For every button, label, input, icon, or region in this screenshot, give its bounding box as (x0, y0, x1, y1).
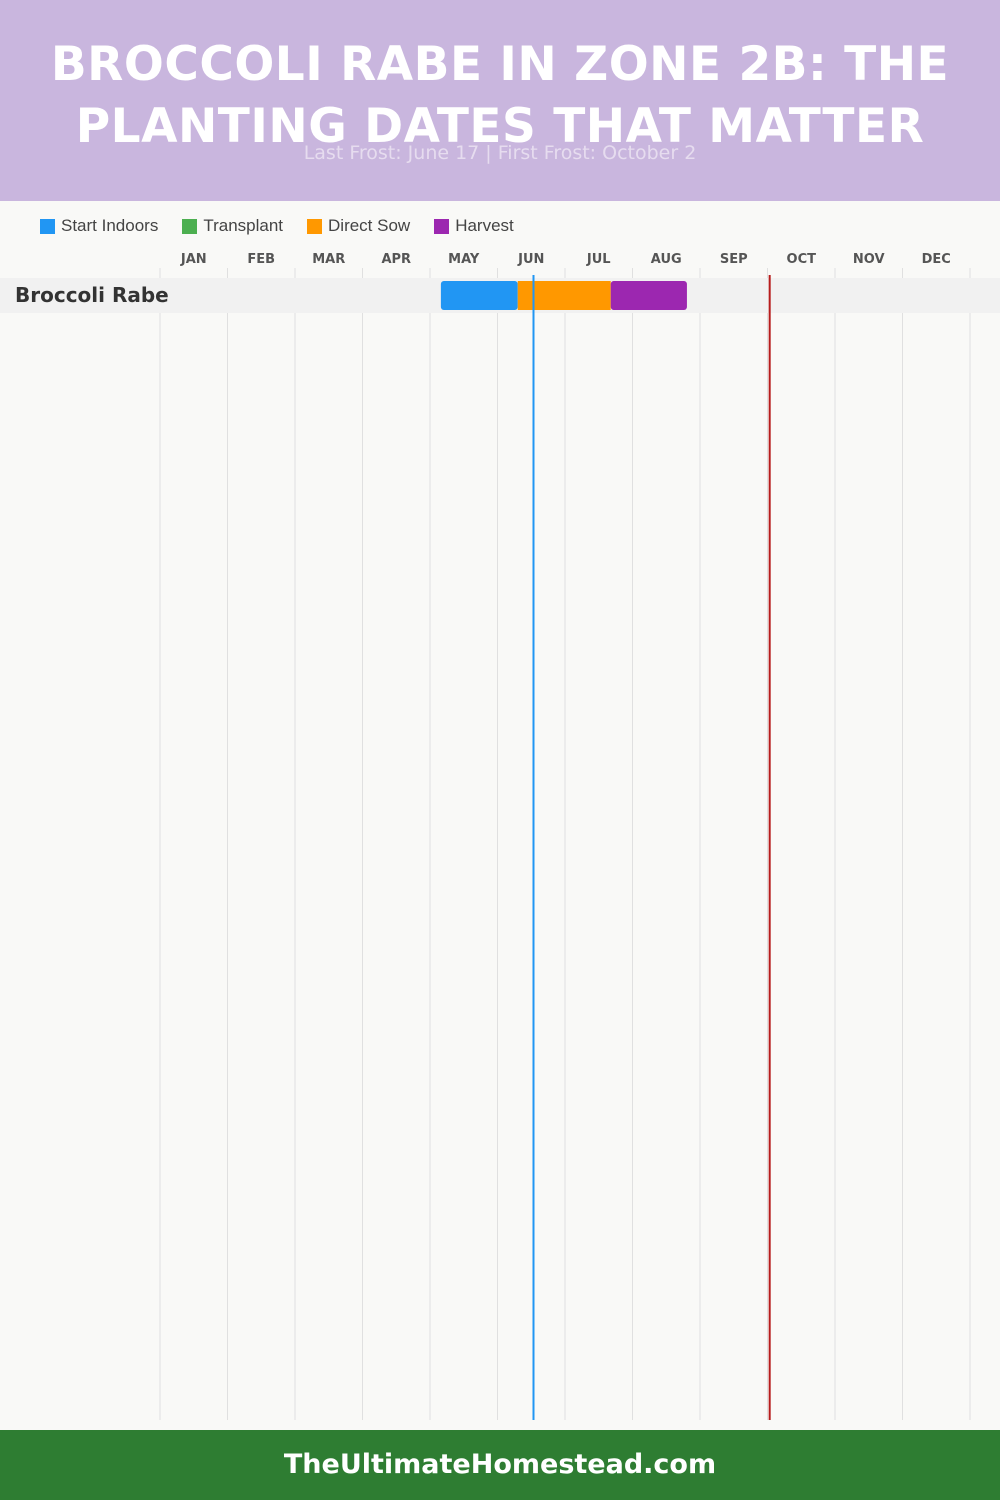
site-url[interactable]: TheUltimateHomestead.com (283, 1449, 717, 1480)
legend-item-harvest: Harvest (434, 216, 514, 236)
legend-item-direct-sow: Direct Sow (307, 216, 410, 236)
phase-bar-harvest (610, 281, 687, 310)
legend-label: Start Indoors (61, 216, 159, 235)
month-label: DEC (922, 252, 951, 267)
month-label: NOV (853, 252, 885, 267)
month-label: JAN (180, 252, 207, 267)
phase-bar-direct-sow (517, 281, 611, 310)
month-label: OCT (787, 252, 817, 267)
legend-label: Transplant (203, 216, 284, 235)
legend-swatch (40, 218, 55, 234)
month-label: JUL (586, 252, 611, 267)
month-label: APR (381, 252, 411, 267)
month-label: FEB (247, 252, 275, 267)
legend-label: Harvest (455, 216, 514, 235)
footer-banner: TheUltimateHomestead.com (0, 1430, 1000, 1500)
month-label: MAY (448, 252, 480, 267)
month-label: AUG (651, 252, 682, 267)
header-banner: BROCCOLI RABE IN ZONE 2B: THE PLANTING D… (0, 0, 1000, 201)
chart-legend: Start Indoors Transplant Direct Sow Harv… (40, 214, 538, 238)
phase-bar-start-indoors (440, 281, 518, 310)
legend-label: Direct Sow (328, 216, 411, 235)
legend-swatch (307, 218, 323, 234)
legend-item-transplant: Transplant (182, 216, 283, 236)
frost-dates-subtitle: Last Frost: June 17 | First Frost: Octob… (303, 142, 697, 164)
month-label: MAR (312, 252, 345, 267)
month-label: SEP (720, 252, 748, 267)
crop-label: Broccoli Rabe (15, 283, 169, 307)
page-title: BROCCOLI RABE IN ZONE 2B: THE PLANTING D… (50, 37, 950, 154)
legend-swatch (434, 218, 450, 234)
legend-swatch (182, 218, 198, 234)
planting-calendar-chart: JAN FEB MAR APR MAY JUN JUL AUG SEP OCT NOV DEC Broc… (0, 252, 1000, 1420)
month-label: JUN (517, 252, 544, 267)
legend-item-start-indoors: Start Indoors (40, 216, 158, 236)
